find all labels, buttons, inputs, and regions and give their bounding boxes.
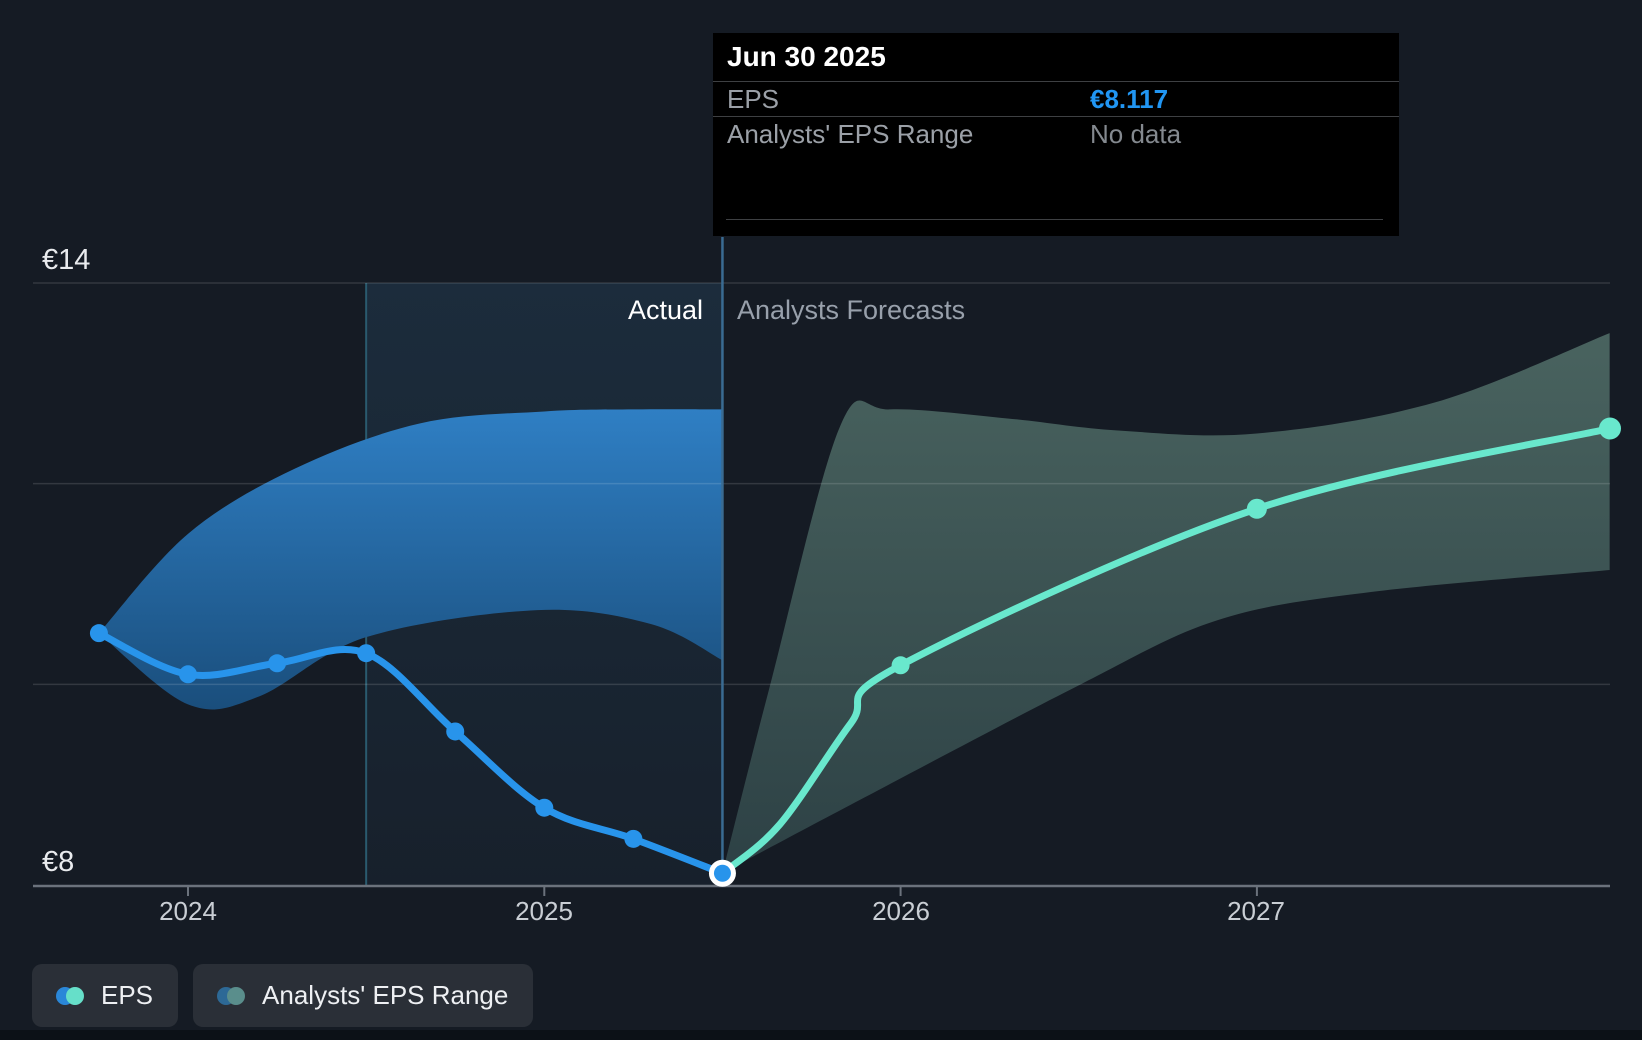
x-tick-label-2026: 2026	[872, 896, 930, 926]
tooltip-row-eps: EPS €8.117	[713, 82, 1399, 117]
eps-line[interactable]	[95, 629, 726, 877]
y-axis-label-bottom: €8	[42, 846, 75, 878]
tooltip-eps-value: €8.117	[1090, 83, 1169, 114]
hover-tooltip: Jun 30 2025 EPS €8.117 Analysts' EPS Ran…	[713, 33, 1399, 236]
forecast-point[interactable]	[1246, 498, 1267, 519]
eps-point[interactable]	[624, 829, 643, 848]
legend: EPS Analysts' EPS Range	[32, 964, 534, 1027]
layer-dots	[89, 417, 1621, 887]
forecast-point[interactable]	[891, 656, 910, 675]
x-tick-label-2024: 2024	[159, 896, 217, 926]
selected-point[interactable]	[713, 864, 731, 882]
eps-point[interactable]	[446, 722, 465, 741]
legend-analysts-eps-range[interactable]: Analysts' EPS Range	[193, 964, 534, 1027]
forecast-point[interactable]	[1599, 417, 1621, 440]
eps-point[interactable]	[357, 644, 376, 663]
y-axis-label-top: €14	[42, 244, 91, 276]
legend-eps-label: EPS	[101, 980, 154, 1010]
eps-series-icon	[56, 986, 84, 1005]
eps-range-series-icon	[217, 986, 246, 1005]
layer-bands	[98, 333, 1610, 873]
tooltip-divider	[726, 219, 1383, 220]
eps-range-band-forecast	[722, 333, 1610, 873]
tooltip-row-range: Analysts' EPS Range No data	[713, 117, 1399, 152]
tooltip-eps-label: EPS	[727, 83, 780, 114]
eps-point[interactable]	[89, 624, 108, 643]
eps-range-band-actual	[98, 409, 723, 710]
forecast-line[interactable]	[718, 424, 1614, 877]
tooltip-range-label: Analysts' EPS Range	[727, 119, 974, 149]
eps-point[interactable]	[179, 665, 197, 684]
actual-section-label: Actual	[627, 295, 703, 325]
legend-range-label: Analysts' EPS Range	[262, 980, 509, 1010]
eps-point[interactable]	[268, 654, 287, 673]
tooltip-range-value: No data	[1090, 119, 1182, 149]
window-bottom-edge	[0, 1030, 1642, 1040]
eps-point[interactable]	[535, 798, 554, 817]
layer-lines	[95, 424, 1614, 877]
forecast-section-label: Analysts Forecasts	[737, 295, 966, 325]
layer-axis	[33, 884, 1610, 896]
tooltip-date: Jun 30 2025	[713, 33, 1399, 82]
legend-eps[interactable]: EPS	[32, 964, 179, 1027]
x-tick-label-2025: 2025	[515, 896, 573, 926]
x-tick-label-2027: 2027	[1227, 896, 1285, 926]
